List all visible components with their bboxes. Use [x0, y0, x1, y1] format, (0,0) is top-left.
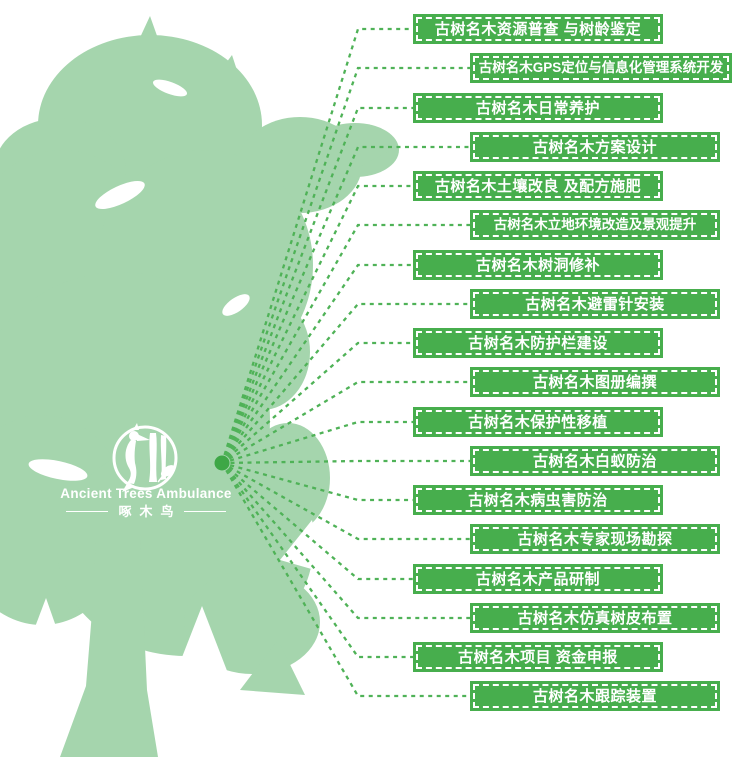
subtitle-left-rule	[66, 511, 109, 512]
hub-dot	[214, 455, 230, 471]
service-label: 古树名木项目 资金申报	[458, 648, 618, 666]
connector-line	[221, 459, 473, 465]
service-banner: 古树名木方案设计	[470, 132, 720, 162]
service-banner: 古树名木图册编撰	[470, 367, 720, 397]
service-banner: 古树名木保护性移植	[413, 407, 663, 437]
service-label: 古树名木方案设计	[532, 138, 657, 156]
connector-line	[220, 66, 473, 464]
connector-line	[221, 462, 473, 620]
service-banner: 古树名木仿真树皮布置	[470, 603, 720, 633]
logo-emblem	[112, 423, 178, 492]
service-label: 古树名木树洞修补	[475, 256, 600, 274]
service-banner: 古树名木跟踪装置	[470, 681, 720, 711]
logo-circle-icon	[112, 425, 178, 491]
service-label: 古树名木白蚁防治	[532, 452, 657, 470]
tree-trunk	[60, 540, 158, 757]
logo-subtitle: 啄木鸟	[36, 505, 256, 518]
service-label: 古树名木资源普查 与树龄鉴定	[434, 20, 642, 38]
service-banner: 古树名木树洞修补	[413, 250, 663, 280]
connectors-group	[220, 27, 473, 698]
service-banner: 古树名木土壤改良 及配方施肥	[413, 171, 663, 201]
logo-title: Ancient Trees Ambulance	[60, 486, 232, 501]
connector-line	[221, 420, 416, 465]
service-label: 古树名木保护性移植	[468, 413, 608, 431]
service-banner: 古树名木项目 资金申报	[413, 642, 663, 672]
connector-line	[221, 341, 416, 464]
service-label: 古树名木避雷针安装	[525, 295, 665, 313]
service-label: 古树名木仿真树皮布置	[517, 609, 673, 627]
service-banner: 古树名木避雷针安装	[470, 289, 720, 319]
service-label: 古树名木产品研制	[475, 570, 600, 588]
connector-line	[220, 106, 416, 464]
logo-subtitle-text: 啄木鸟	[118, 504, 182, 519]
canopy-gaps	[18, 79, 322, 694]
service-label: 古树名木立地环境改造及景观提升	[493, 217, 697, 233]
service-label: 古树名木专家现场勘探	[517, 530, 673, 548]
connector-line	[221, 461, 416, 502]
woodpecker-icon	[122, 423, 176, 492]
service-label: 古树名木跟踪装置	[532, 687, 657, 705]
service-label: 古树名木防护栏建设	[468, 334, 608, 352]
service-label: 古树名木日常养护	[475, 99, 600, 117]
service-banner: 古树名木专家现场勘探	[470, 524, 720, 554]
service-label: 古树名木土壤改良 及配方施肥	[434, 177, 642, 195]
service-banner: 古树名木白蚁防治	[470, 446, 720, 476]
service-banner: 古树名木立地环境改造及景观提升	[470, 210, 720, 240]
service-banner: 古树名木防护栏建设	[413, 328, 663, 358]
service-banner: 古树名木日常养护	[413, 93, 663, 123]
service-label: 古树名木图册编撰	[532, 373, 657, 391]
connector-line	[221, 462, 416, 581]
service-banner: 古树名木GPS定位与信息化管理系统开发	[470, 53, 732, 83]
connector-line	[221, 302, 473, 464]
service-banner: 古树名木资源普查 与树龄鉴定	[413, 14, 663, 44]
service-banner: 古树名木产品研制	[413, 564, 663, 594]
connector-line	[221, 223, 473, 464]
subtitle-right-rule	[183, 511, 226, 512]
service-banner: 古树名木病虫害防治	[413, 485, 663, 515]
connector-line	[221, 380, 473, 464]
connector-line	[221, 263, 416, 464]
connector-line	[221, 461, 473, 541]
service-label: 古树名木GPS定位与信息化管理系统开发	[478, 60, 724, 76]
connector-line	[220, 27, 416, 464]
connector-line	[221, 462, 416, 659]
connector-line	[220, 184, 416, 464]
service-label: 古树名木病虫害防治	[468, 491, 608, 509]
